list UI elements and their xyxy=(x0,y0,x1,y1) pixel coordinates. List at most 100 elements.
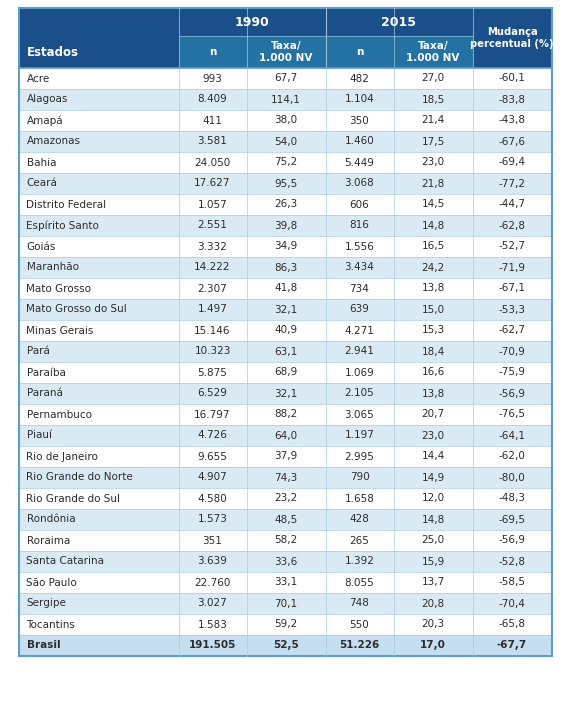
Text: 64,0: 64,0 xyxy=(274,431,298,441)
Text: 816: 816 xyxy=(349,221,369,231)
Bar xyxy=(18,467,552,488)
Text: 1.460: 1.460 xyxy=(345,137,374,147)
Text: 32,1: 32,1 xyxy=(274,388,298,398)
Text: -43,8: -43,8 xyxy=(499,116,526,125)
Text: Amapá: Amapá xyxy=(26,115,63,125)
Text: 17,5: 17,5 xyxy=(421,137,445,147)
Text: 24,2: 24,2 xyxy=(421,262,445,273)
Text: 15,9: 15,9 xyxy=(421,556,445,567)
Bar xyxy=(18,383,552,404)
Bar xyxy=(18,404,552,425)
Text: 4.726: 4.726 xyxy=(198,431,227,441)
Text: 1.556: 1.556 xyxy=(344,242,374,252)
Text: 14,5: 14,5 xyxy=(421,200,445,209)
Text: 95,5: 95,5 xyxy=(274,178,298,188)
Text: -70,9: -70,9 xyxy=(499,346,526,357)
Text: 4.907: 4.907 xyxy=(198,472,227,482)
Text: 482: 482 xyxy=(349,73,369,83)
Text: 68,9: 68,9 xyxy=(274,367,298,377)
Bar xyxy=(18,446,552,467)
Bar xyxy=(18,320,552,341)
Bar xyxy=(18,152,552,173)
Text: -67,1: -67,1 xyxy=(499,283,526,293)
Bar xyxy=(18,89,552,110)
Text: -52,8: -52,8 xyxy=(499,556,526,567)
Text: Mudança
percentual (%): Mudança percentual (%) xyxy=(470,27,553,49)
Text: Pernambuco: Pernambuco xyxy=(26,410,92,419)
Text: -75,9: -75,9 xyxy=(499,367,526,377)
Text: 3.434: 3.434 xyxy=(344,262,374,273)
Text: 1990: 1990 xyxy=(235,16,270,28)
Text: 33,1: 33,1 xyxy=(274,577,298,587)
Text: 37,9: 37,9 xyxy=(274,451,298,462)
Text: -48,3: -48,3 xyxy=(499,493,526,503)
Bar xyxy=(18,593,552,614)
Text: São Paulo: São Paulo xyxy=(26,577,78,587)
Text: 1.392: 1.392 xyxy=(344,556,374,567)
Text: 1.573: 1.573 xyxy=(198,515,227,525)
Text: Rio de Janeiro: Rio de Janeiro xyxy=(26,451,99,462)
Text: 1.104: 1.104 xyxy=(345,94,374,104)
Text: 3.068: 3.068 xyxy=(345,178,374,188)
Text: 13,8: 13,8 xyxy=(421,283,445,293)
Text: 2.941: 2.941 xyxy=(344,346,374,357)
Text: 1.057: 1.057 xyxy=(198,200,227,209)
Text: 2.995: 2.995 xyxy=(344,451,374,462)
Text: 350: 350 xyxy=(349,116,369,125)
Text: Alagoas: Alagoas xyxy=(26,94,68,104)
Bar xyxy=(18,278,552,299)
Text: Rio Grande do Norte: Rio Grande do Norte xyxy=(26,472,133,482)
Text: 18,4: 18,4 xyxy=(421,346,445,357)
Text: 40,9: 40,9 xyxy=(274,326,298,336)
Bar xyxy=(18,194,552,215)
Text: 748: 748 xyxy=(349,599,369,608)
Text: -44,7: -44,7 xyxy=(499,200,526,209)
Bar xyxy=(18,68,552,89)
Text: 14,8: 14,8 xyxy=(421,221,445,231)
Text: 1.069: 1.069 xyxy=(345,367,374,377)
Bar xyxy=(393,36,473,68)
Text: 33,6: 33,6 xyxy=(274,556,298,567)
Text: Mato Grosso: Mato Grosso xyxy=(26,283,92,293)
Text: 26,3: 26,3 xyxy=(274,200,298,209)
Bar xyxy=(18,635,552,656)
Text: 27,0: 27,0 xyxy=(421,73,445,83)
Text: -56,9: -56,9 xyxy=(499,388,526,398)
Text: 8.409: 8.409 xyxy=(198,94,227,104)
Text: Maranhão: Maranhão xyxy=(26,262,79,273)
Text: -80,0: -80,0 xyxy=(499,472,526,482)
Text: 20,3: 20,3 xyxy=(421,620,445,630)
Text: -52,7: -52,7 xyxy=(499,242,526,252)
Bar xyxy=(18,530,552,551)
Text: 790: 790 xyxy=(349,472,369,482)
Text: -56,9: -56,9 xyxy=(499,536,526,546)
Text: 16,5: 16,5 xyxy=(421,242,445,252)
Text: Minas Gerais: Minas Gerais xyxy=(26,326,94,336)
Text: 6.529: 6.529 xyxy=(198,388,227,398)
Text: 23,0: 23,0 xyxy=(421,431,445,441)
Text: -60,1: -60,1 xyxy=(499,73,526,83)
Bar xyxy=(18,488,552,509)
Text: 41,8: 41,8 xyxy=(274,283,298,293)
Text: 17,0: 17,0 xyxy=(420,641,446,651)
Text: 1.497: 1.497 xyxy=(198,305,227,314)
Text: 14,8: 14,8 xyxy=(421,515,445,525)
Text: 1.583: 1.583 xyxy=(198,620,227,630)
Text: Rio Grande do Sul: Rio Grande do Sul xyxy=(26,493,120,503)
Text: -69,4: -69,4 xyxy=(499,157,526,168)
Bar xyxy=(325,8,473,36)
Text: 15.146: 15.146 xyxy=(194,326,231,336)
Bar xyxy=(18,341,552,362)
Text: 4.580: 4.580 xyxy=(198,493,227,503)
Text: 3.581: 3.581 xyxy=(198,137,227,147)
Text: Paraná: Paraná xyxy=(26,388,62,398)
Text: 3.065: 3.065 xyxy=(345,410,374,419)
Text: 5.875: 5.875 xyxy=(198,367,227,377)
Text: n: n xyxy=(356,47,363,57)
Text: 21,4: 21,4 xyxy=(421,116,445,125)
Text: 993: 993 xyxy=(202,73,222,83)
Bar xyxy=(473,8,552,68)
Text: 14,4: 14,4 xyxy=(421,451,445,462)
Bar xyxy=(325,36,393,68)
Text: 2.551: 2.551 xyxy=(198,221,227,231)
